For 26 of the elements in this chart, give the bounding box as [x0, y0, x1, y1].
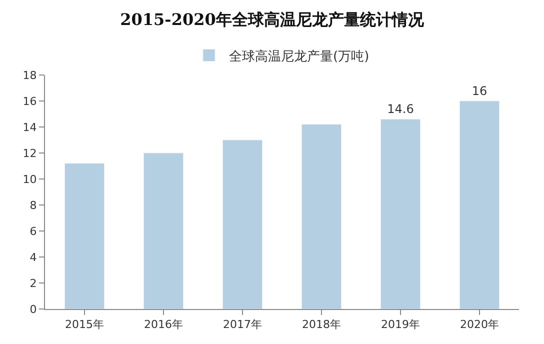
- y-tick-label: 4: [30, 250, 37, 264]
- y-tick-label: 10: [22, 172, 37, 186]
- bar: [302, 124, 342, 309]
- data-label: 14.6: [387, 102, 414, 116]
- bar: [222, 140, 262, 309]
- y-tick-label: 0: [30, 302, 37, 316]
- y-tick-label: 12: [22, 146, 37, 160]
- bar: [380, 118, 420, 309]
- chart-title: 2015-2020年全球高温尼龙产量统计情况: [120, 10, 425, 29]
- x-tick-label: 2020年: [460, 318, 499, 332]
- data-label: 16: [472, 84, 488, 98]
- y-tick-label: 16: [22, 94, 37, 108]
- y-tick-label: 2: [30, 276, 37, 290]
- x-tick-label: 2017年: [223, 318, 262, 332]
- bar: [144, 152, 184, 309]
- x-tick-label: 2016年: [144, 318, 183, 332]
- y-tick-label: 8: [30, 198, 37, 212]
- bar: [460, 100, 500, 309]
- x-tick-label: 2015年: [65, 318, 104, 332]
- legend-label: 全球高温尼龙产量(万吨): [229, 48, 370, 64]
- x-tick-label: 2018年: [302, 318, 341, 332]
- y-tick-label: 18: [22, 68, 37, 82]
- y-tick-label: 6: [30, 224, 37, 238]
- bar: [64, 163, 104, 309]
- y-tick-label: 14: [22, 120, 37, 134]
- x-tick-label: 2019年: [381, 318, 420, 332]
